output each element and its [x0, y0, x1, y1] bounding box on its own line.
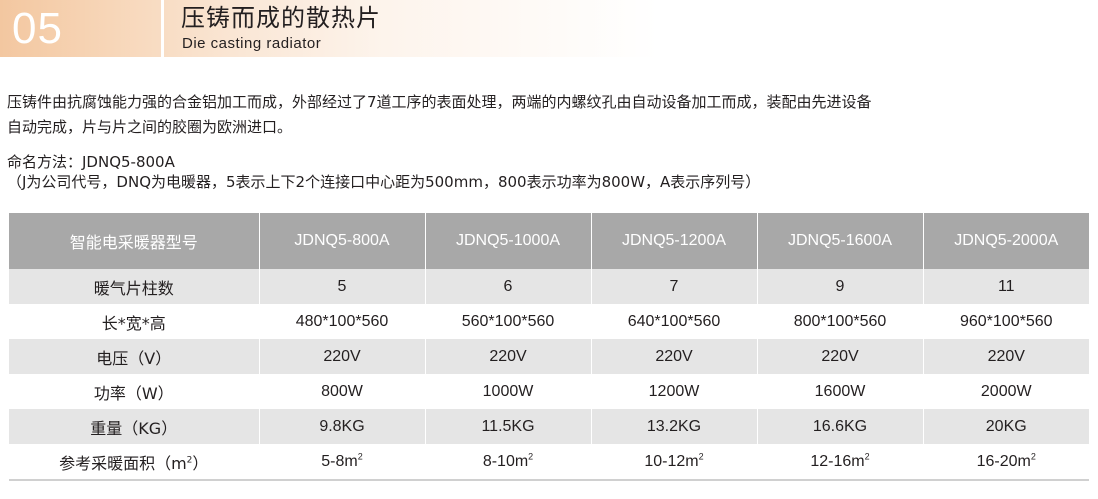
unit-sup: 2	[528, 451, 534, 462]
table-row: 暖气片柱数 5 6 7 9 11	[9, 269, 1089, 304]
table-cell: 16-20m2	[923, 444, 1089, 481]
table-header-model: JDNQ5-2000A	[923, 213, 1089, 269]
table-cell: 1200W	[591, 374, 758, 409]
section-title-en: Die casting radiator	[182, 35, 322, 52]
row-label: 参考采暖面积（m2）	[9, 444, 260, 481]
table-cell: 220V	[425, 339, 592, 374]
table-cell: 12-16m2	[757, 444, 924, 481]
table-cell: 11.5KG	[425, 409, 592, 444]
table-cell: 13.2KG	[591, 409, 758, 444]
area-value: 5-8m	[321, 452, 358, 470]
table-cell: 8-10m2	[425, 444, 592, 481]
section-number: 05	[12, 4, 63, 53]
table-header-row: 智能电采暖器型号 JDNQ5-800A JDNQ5-1000A JDNQ5-12…	[9, 213, 1089, 269]
table-row: 功率（W） 800W 1000W 1200W 1600W 2000W	[9, 374, 1089, 409]
table-cell: 960*100*560	[923, 304, 1089, 339]
header-divider	[161, 0, 164, 57]
table-cell: 5	[259, 269, 426, 304]
table-cell: 220V	[757, 339, 924, 374]
row-label: 重量（KG）	[9, 409, 260, 444]
table-cell: 220V	[259, 339, 426, 374]
area-label-text: 参考采暖面积（m	[59, 453, 187, 473]
table-row: 长*宽*高 480*100*560 560*100*560 640*100*56…	[9, 304, 1089, 339]
table-header-model: JDNQ5-1000A	[425, 213, 592, 269]
table-header-label: 智能电采暖器型号	[9, 213, 260, 269]
table-cell: 800W	[259, 374, 426, 409]
table-cell: 560*100*560	[425, 304, 592, 339]
unit-sup: 2	[357, 451, 363, 462]
table-cell: 1000W	[425, 374, 592, 409]
unit-sup: 2	[1030, 451, 1036, 462]
section-title-cn: 压铸而成的散热片	[181, 4, 381, 32]
table-cell: 9	[757, 269, 924, 304]
table-cell: 11	[923, 269, 1089, 304]
table-cell: 640*100*560	[591, 304, 758, 339]
table-cell: 2000W	[923, 374, 1089, 409]
row-label: 功率（W）	[9, 374, 260, 409]
table-cell: 10-12m2	[591, 444, 758, 481]
table-cell: 800*100*560	[757, 304, 924, 339]
table-row: 参考采暖面积（m2） 5-8m2 8-10m2 10-12m2 12-16m2 …	[9, 444, 1089, 481]
table-cell: 20KG	[923, 409, 1089, 444]
row-label: 电压（V）	[9, 339, 260, 374]
table-header-model: JDNQ5-1200A	[591, 213, 758, 269]
description-line-1: 压铸件由抗腐蚀能力强的合金铝加工而成，外部经过了7道工序的表面处理，两端的内螺纹…	[7, 93, 872, 111]
area-value: 16-20m	[976, 452, 1031, 470]
table-header-model: JDNQ5-800A	[259, 213, 426, 269]
unit-sup: 2	[698, 451, 704, 462]
table-header-model: JDNQ5-1600A	[757, 213, 924, 269]
table-cell: 9.8KG	[259, 409, 426, 444]
naming-line-2: （J为公司代号，DNQ为电暖器，5表示上下2个连接口中心距为500mm，800表…	[7, 173, 761, 191]
table-row: 电压（V） 220V 220V 220V 220V 220V	[9, 339, 1089, 374]
table-cell: 220V	[923, 339, 1089, 374]
table-row: 重量（KG） 9.8KG 11.5KG 13.2KG 16.6KG 20KG	[9, 409, 1089, 444]
unit-sup: 2	[864, 451, 870, 462]
spec-table: 智能电采暖器型号 JDNQ5-800A JDNQ5-1000A JDNQ5-12…	[9, 213, 1089, 481]
row-label: 暖气片柱数	[9, 269, 260, 304]
table-cell: 16.6KG	[757, 409, 924, 444]
description-paragraph: 压铸件由抗腐蚀能力强的合金铝加工而成，外部经过了7道工序的表面处理，两端的内螺纹…	[7, 90, 1092, 140]
description-line-2: 自动完成，片与片之间的胶圈为欧洲进口。	[7, 118, 293, 136]
table-cell: 480*100*560	[259, 304, 426, 339]
section-header-band	[0, 0, 1098, 57]
naming-line-1: 命名方法：JDNQ5-800A	[7, 153, 175, 171]
area-label-end: ）	[192, 453, 209, 473]
area-value: 10-12m	[644, 452, 699, 470]
naming-method: 命名方法：JDNQ5-800A （J为公司代号，DNQ为电暖器，5表示上下2个连…	[7, 152, 1092, 192]
row-label: 长*宽*高	[9, 304, 260, 339]
area-value: 8-10m	[482, 452, 529, 470]
table-cell: 6	[425, 269, 592, 304]
area-label-sup: 2	[186, 455, 193, 466]
table-cell: 7	[591, 269, 758, 304]
area-value: 12-16m	[810, 452, 865, 470]
table-cell: 220V	[591, 339, 758, 374]
table-cell: 5-8m2	[259, 444, 426, 481]
table-cell: 1600W	[757, 374, 924, 409]
